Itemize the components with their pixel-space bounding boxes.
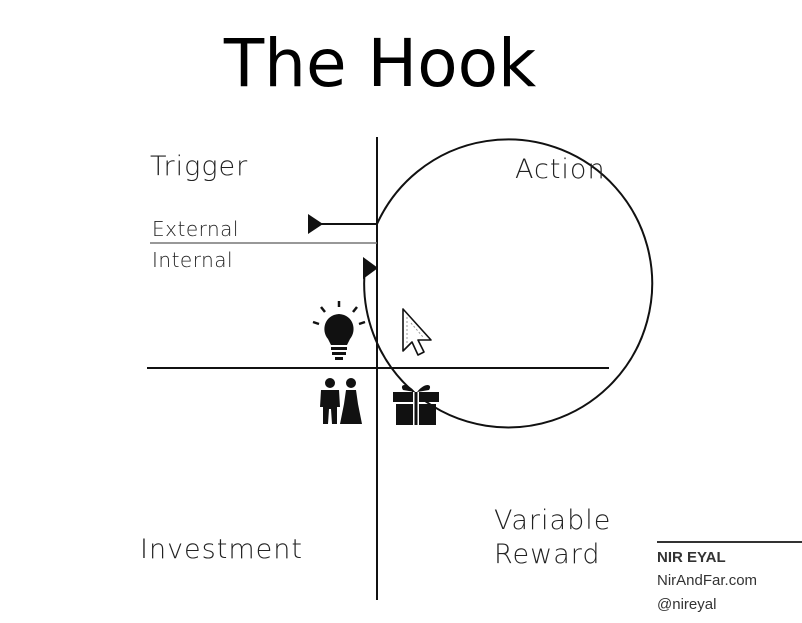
external-arrow-icon	[308, 214, 323, 234]
gift-icon	[393, 385, 439, 425]
author-credit: NIR EYAL NirAndFar.com @nireyal	[657, 541, 802, 617]
author-website: NirAndFar.com	[657, 572, 758, 589]
internal-arrow-icon	[363, 257, 378, 279]
cursor-icon	[402, 308, 432, 356]
trigger-label: Trigger	[150, 151, 249, 182]
internal-trigger-label: Internal	[152, 248, 234, 272]
couple-icon	[320, 378, 362, 424]
variable-reward-label-line2: Reward	[494, 539, 601, 570]
hook-cycle	[363, 138, 654, 429]
variable-reward-label-line1: Variable	[494, 505, 612, 536]
lightbulb-icon	[312, 301, 366, 360]
external-trigger-label: External	[152, 217, 239, 241]
author-name: NIR EYAL	[657, 549, 726, 566]
investment-label: Investment	[140, 534, 303, 565]
action-label: Action	[515, 154, 606, 185]
author-handle: @nireyal	[657, 596, 717, 613]
diagram-title: The Hook	[223, 25, 537, 102]
